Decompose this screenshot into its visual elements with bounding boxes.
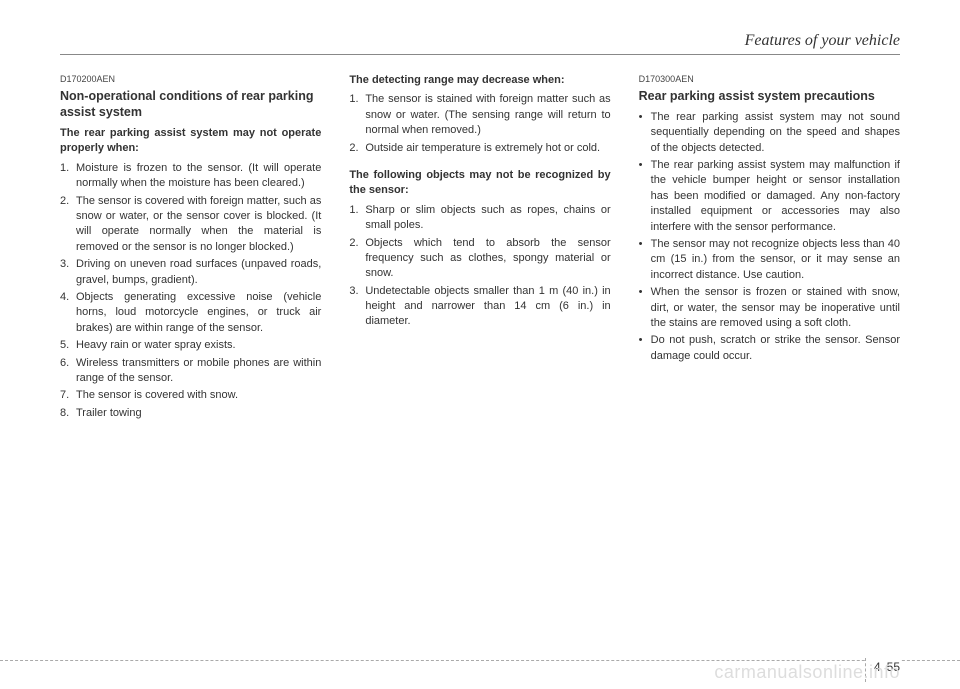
columns: D170200AEN Non-operational conditions of… bbox=[60, 73, 900, 423]
section-title: Rear parking assist system precautions bbox=[639, 88, 900, 104]
intro-bold: The rear parking assist system may not o… bbox=[60, 126, 321, 157]
section-code: D170300AEN bbox=[639, 73, 900, 86]
bullet-item: •When the sensor is frozen or stained wi… bbox=[639, 285, 900, 331]
bullet-item: •The rear parking assist system may malf… bbox=[639, 158, 900, 235]
column-1: D170200AEN Non-operational conditions of… bbox=[60, 73, 321, 423]
list-item: 1.Moisture is frozen to the sensor. (It … bbox=[60, 161, 321, 192]
column-3: D170300AEN Rear parking assist system pr… bbox=[639, 73, 900, 423]
list-item: 5.Heavy rain or water spray exists. bbox=[60, 338, 321, 353]
list-num: 3. bbox=[349, 284, 365, 330]
bullet-item: •The rear parking assist system may not … bbox=[639, 110, 900, 156]
list-text: Sharp or slim objects such as ropes, cha… bbox=[365, 203, 610, 234]
bullet-item: •Do not push, scratch or strike the sens… bbox=[639, 333, 900, 364]
list-num: 1. bbox=[349, 92, 365, 138]
list-num: 1. bbox=[349, 203, 365, 234]
bullet-text: When the sensor is frozen or stained wit… bbox=[651, 285, 900, 331]
list-text: Trailer towing bbox=[76, 406, 321, 421]
list-text: Heavy rain or water spray exists. bbox=[76, 338, 321, 353]
bullet-text: The sensor may not recognize objects les… bbox=[651, 237, 900, 283]
list-item: 2.Outside air temperature is extremely h… bbox=[349, 141, 610, 156]
list-item: 2.Objects which tend to absorb the senso… bbox=[349, 236, 610, 282]
bullet-text: The rear parking assist system may malfu… bbox=[651, 158, 900, 235]
list-item: 3.Driving on uneven road surfaces (unpav… bbox=[60, 257, 321, 288]
list-text: Moisture is frozen to the sensor. (It wi… bbox=[76, 161, 321, 192]
list-num: 2. bbox=[349, 141, 365, 156]
watermark: carmanualsonline.info bbox=[714, 662, 900, 683]
bullet-item: •The sensor may not recognize objects le… bbox=[639, 237, 900, 283]
list-num: 8. bbox=[60, 406, 76, 421]
section-title: Non-operational conditions of rear parki… bbox=[60, 88, 321, 121]
list-item: 2.The sensor is covered with foreign mat… bbox=[60, 194, 321, 256]
bullet-text: The rear parking assist system may not s… bbox=[651, 110, 900, 156]
block-bold: The following objects may not be recogni… bbox=[349, 168, 610, 199]
list-text: Objects generating excessive noise (vehi… bbox=[76, 290, 321, 336]
list-item: 7.The sensor is covered with snow. bbox=[60, 388, 321, 403]
bullet-icon: • bbox=[639, 158, 651, 235]
list-num: 4. bbox=[60, 290, 76, 336]
list-num: 1. bbox=[60, 161, 76, 192]
list-item: 1.The sensor is stained with foreign mat… bbox=[349, 92, 610, 138]
header-title: Features of your vehicle bbox=[745, 32, 900, 49]
block-bold: The detecting range may decrease when: bbox=[349, 73, 610, 88]
footer-divider bbox=[0, 660, 960, 661]
section-code: D170200AEN bbox=[60, 73, 321, 86]
bullet-text: Do not push, scratch or strike the senso… bbox=[651, 333, 900, 364]
header-area: Features of your vehicle bbox=[60, 32, 900, 55]
list-text: Wireless transmitters or mobile phones a… bbox=[76, 356, 321, 387]
list-text: Objects which tend to absorb the sensor … bbox=[365, 236, 610, 282]
column-2: The detecting range may decrease when: 1… bbox=[349, 73, 610, 423]
list-text: The sensor is covered with snow. bbox=[76, 388, 321, 403]
list-item: 1.Sharp or slim objects such as ropes, c… bbox=[349, 203, 610, 234]
list-item: 6.Wireless transmitters or mobile phones… bbox=[60, 356, 321, 387]
list-num: 2. bbox=[60, 194, 76, 256]
list-num: 7. bbox=[60, 388, 76, 403]
page-container: Features of your vehicle D170200AEN Non-… bbox=[0, 0, 960, 689]
list-num: 5. bbox=[60, 338, 76, 353]
bullet-icon: • bbox=[639, 237, 651, 283]
bullet-icon: • bbox=[639, 333, 651, 364]
list-text: The sensor is stained with foreign matte… bbox=[365, 92, 610, 138]
list-num: 6. bbox=[60, 356, 76, 387]
bullet-icon: • bbox=[639, 110, 651, 156]
list-item: 8.Trailer towing bbox=[60, 406, 321, 421]
list-item: 3.Undetectable objects smaller than 1 m … bbox=[349, 284, 610, 330]
list-text: The sensor is covered with foreign matte… bbox=[76, 194, 321, 256]
list-text: Outside air temperature is extremely hot… bbox=[365, 141, 610, 156]
list-num: 3. bbox=[60, 257, 76, 288]
bullet-icon: • bbox=[639, 285, 651, 331]
list-text: Undetectable objects smaller than 1 m (4… bbox=[365, 284, 610, 330]
footer: 4 55 bbox=[0, 660, 960, 661]
list-num: 2. bbox=[349, 236, 365, 282]
list-item: 4.Objects generating excessive noise (ve… bbox=[60, 290, 321, 336]
list-text: Driving on uneven road surfaces (unpaved… bbox=[76, 257, 321, 288]
